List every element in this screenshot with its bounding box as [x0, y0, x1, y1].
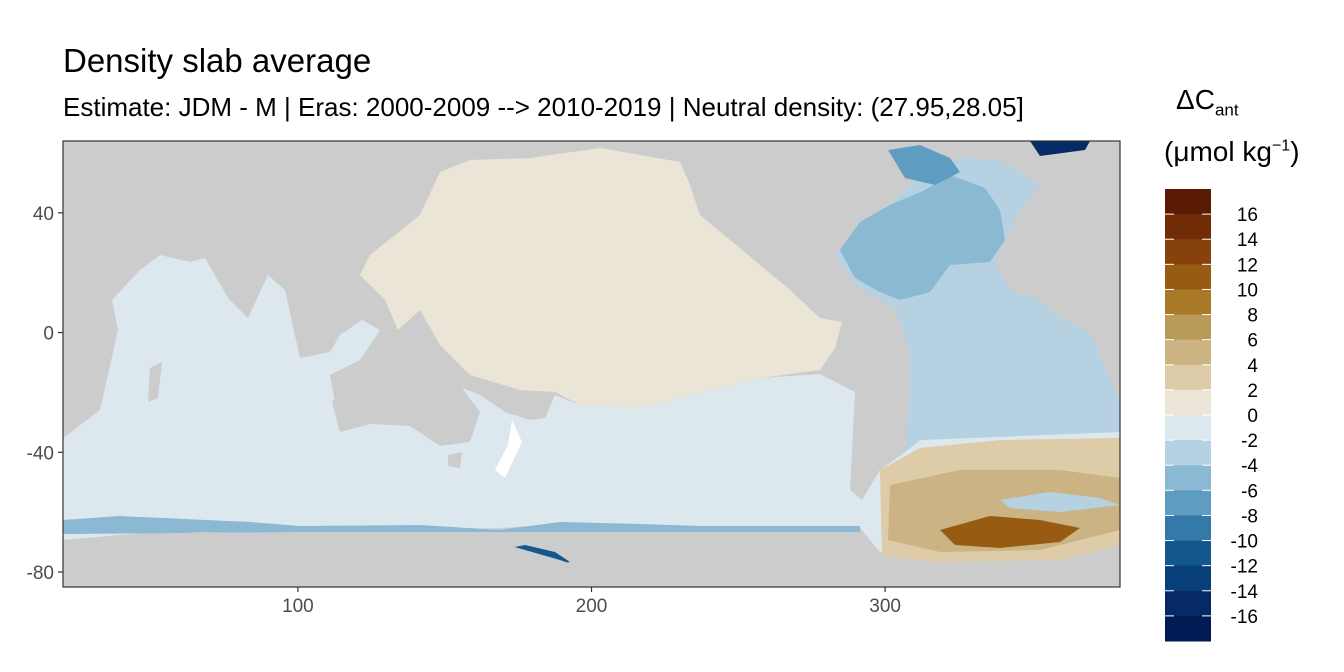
legend-color-block	[1165, 465, 1211, 491]
legend-color-block	[1165, 615, 1211, 642]
ocean-indian-south-pacific	[63, 255, 1120, 560]
land-antarctica	[63, 532, 1120, 587]
chart-title: Density slab average	[63, 42, 372, 79]
legend-unit: (μmol kg−1)	[1164, 136, 1300, 167]
ocean-weddell-core	[940, 516, 1080, 548]
legend-label: 10	[1237, 280, 1258, 301]
legend-label: 2	[1247, 381, 1258, 402]
legend-label: -6	[1241, 481, 1258, 502]
y-tick-label: -80	[27, 563, 54, 584]
legend-color-block	[1165, 239, 1211, 265]
ocean-north-pacific	[360, 148, 842, 408]
legend: 16 14 12 10 8 6 4 2 0 -2 -4 -6 -8 -10 -12 -14 -16	[1165, 189, 1258, 642]
x-tick-label: 100	[282, 596, 314, 617]
legend-color-block	[1165, 415, 1211, 441]
x-tick-label: 300	[869, 596, 901, 617]
legend-label: 0	[1247, 406, 1258, 427]
land-australia	[332, 350, 480, 446]
legend-label: 8	[1247, 306, 1258, 327]
legend-label: -8	[1241, 506, 1258, 527]
legend-label: 4	[1247, 356, 1258, 377]
legend-color-block	[1165, 565, 1211, 592]
y-tick-label: 0	[43, 324, 54, 345]
map-panel	[63, 141, 1120, 587]
legend-color-block	[1165, 289, 1211, 316]
legend-color-block	[1165, 214, 1211, 240]
legend-color-block	[1165, 490, 1211, 516]
land-tasmania	[448, 452, 462, 468]
legend-color-block	[1165, 339, 1211, 366]
legend-label: 12	[1237, 255, 1258, 276]
legend-label: 16	[1237, 205, 1258, 226]
legend-color-block	[1165, 540, 1211, 567]
land-madagascar	[148, 362, 162, 402]
legend-label: -4	[1241, 456, 1258, 477]
legend-color-block	[1165, 440, 1211, 466]
legend-color-block	[1165, 590, 1211, 617]
legend-color-block	[1165, 314, 1211, 341]
legend-label: 6	[1247, 331, 1258, 352]
chart-subtitle: Estimate: JDM - M | Eras: 2000-2009 --> …	[63, 92, 1024, 122]
legend-label: -2	[1241, 431, 1258, 452]
y-tick-label: -40	[27, 443, 54, 464]
legend-title: ΔCant	[1176, 84, 1239, 120]
land-new-zealand	[495, 420, 522, 478]
ocean-nordic-seas	[1030, 141, 1090, 156]
legend-label: -14	[1231, 582, 1259, 603]
legend-color-block	[1165, 189, 1211, 215]
legend-color-block	[1165, 515, 1211, 542]
ocean-weddell-band	[1000, 492, 1120, 512]
ocean-north-atlantic	[840, 175, 1005, 300]
legend-color-block	[1165, 264, 1211, 290]
legend-label: -16	[1231, 607, 1258, 628]
legend-label: -10	[1231, 532, 1258, 553]
legend-label: -12	[1231, 557, 1258, 578]
legend-label: 14	[1237, 230, 1259, 251]
x-tick-label: 200	[576, 596, 608, 617]
ocean-antarctic-coast	[63, 516, 860, 534]
y-tick-label: 40	[33, 204, 54, 225]
legend-color-block	[1165, 389, 1211, 416]
ocean-labrador-sea	[888, 145, 960, 185]
legend-color-block	[1165, 364, 1211, 391]
